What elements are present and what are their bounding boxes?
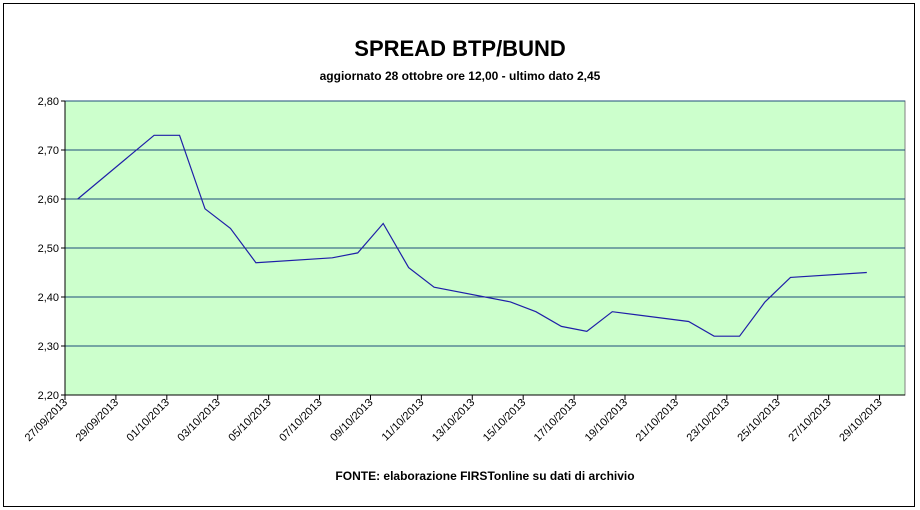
y-tick-label: 2,80: [38, 96, 59, 108]
chart-subtitle: aggiornato 28 ottobre ore 12,00 - ultimo…: [320, 69, 601, 83]
chart-title: SPREAD BTP/BUND: [354, 36, 565, 61]
y-tick-label: 2,20: [38, 390, 59, 402]
y-tick-label: 2,70: [38, 145, 59, 157]
y-tick-label: 2,40: [38, 292, 59, 304]
y-tick-label: 2,50: [38, 243, 59, 255]
data-line: [77, 134, 867, 337]
source-note: FONTE: elaborazione FIRSTonline su dati …: [335, 469, 634, 483]
y-tick-label: 2,30: [38, 341, 59, 353]
y-tick-label: 2,60: [38, 194, 59, 206]
